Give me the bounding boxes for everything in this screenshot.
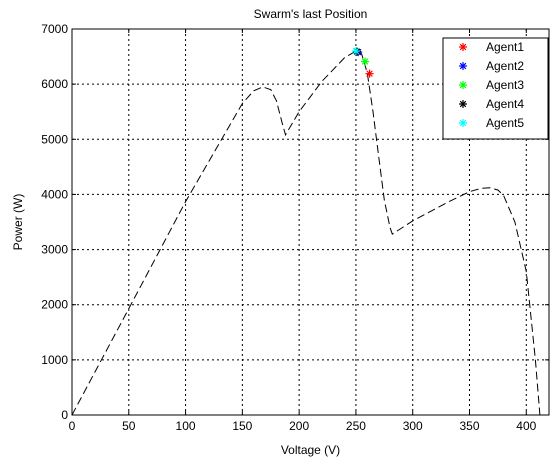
chart-title: Swarm's last Position <box>254 7 368 21</box>
y-tick-label: 0 <box>61 408 68 422</box>
x-axis-label: Voltage (V) <box>281 443 340 457</box>
x-tick-label: 250 <box>346 419 366 433</box>
legend: Agent1 Agent2 Agent3 Agent4 Agent5 <box>442 37 549 140</box>
curve-layer <box>71 50 541 416</box>
x-tick-label: 200 <box>289 419 309 433</box>
x-tick-label: 150 <box>232 419 252 433</box>
marker-agent3 <box>361 57 370 66</box>
y-tick-label: 4000 <box>41 187 68 201</box>
legend-label-agent2: Agent2 <box>486 59 524 73</box>
x-tick-label: 350 <box>459 419 479 433</box>
marker-agent1 <box>365 69 374 78</box>
legend-label-agent1: Agent1 <box>486 40 524 54</box>
legend-marker-agent2 <box>459 62 467 70</box>
x-tick-label: 100 <box>176 419 196 433</box>
marker-layer <box>351 47 374 78</box>
y-tick-label: 7000 <box>41 22 68 36</box>
grid-layer <box>72 29 549 415</box>
x-tick-label: 0 <box>69 419 76 433</box>
legend-label-agent3: Agent3 <box>486 78 524 92</box>
x-tick-label: 400 <box>516 419 536 433</box>
tick-layer: 0 50 100 150 200 250 300 350 4000100020003000400… <box>41 22 549 433</box>
legend-marker-agent3 <box>459 81 467 89</box>
x-tick-label: 50 <box>122 419 136 433</box>
y-axis-label: Power (W) <box>11 194 25 251</box>
legend-box <box>442 37 549 140</box>
pv-curve-line <box>71 50 541 416</box>
y-tick-label: 1000 <box>41 353 68 367</box>
legend-marker-agent1 <box>459 43 467 51</box>
x-tick-label: 300 <box>403 419 423 433</box>
y-tick-label: 3000 <box>41 243 68 257</box>
y-tick-label: 2000 <box>41 298 68 312</box>
legend-marker-agent5 <box>459 119 467 127</box>
legend-marker-agent4 <box>459 100 467 108</box>
legend-label-agent5: Agent5 <box>486 116 524 130</box>
marker-agent5 <box>351 47 360 56</box>
y-tick-label: 5000 <box>41 132 68 146</box>
plot-frame <box>71 28 550 416</box>
y-tick-label: 6000 <box>41 77 68 91</box>
legend-label-agent4: Agent4 <box>486 97 524 111</box>
